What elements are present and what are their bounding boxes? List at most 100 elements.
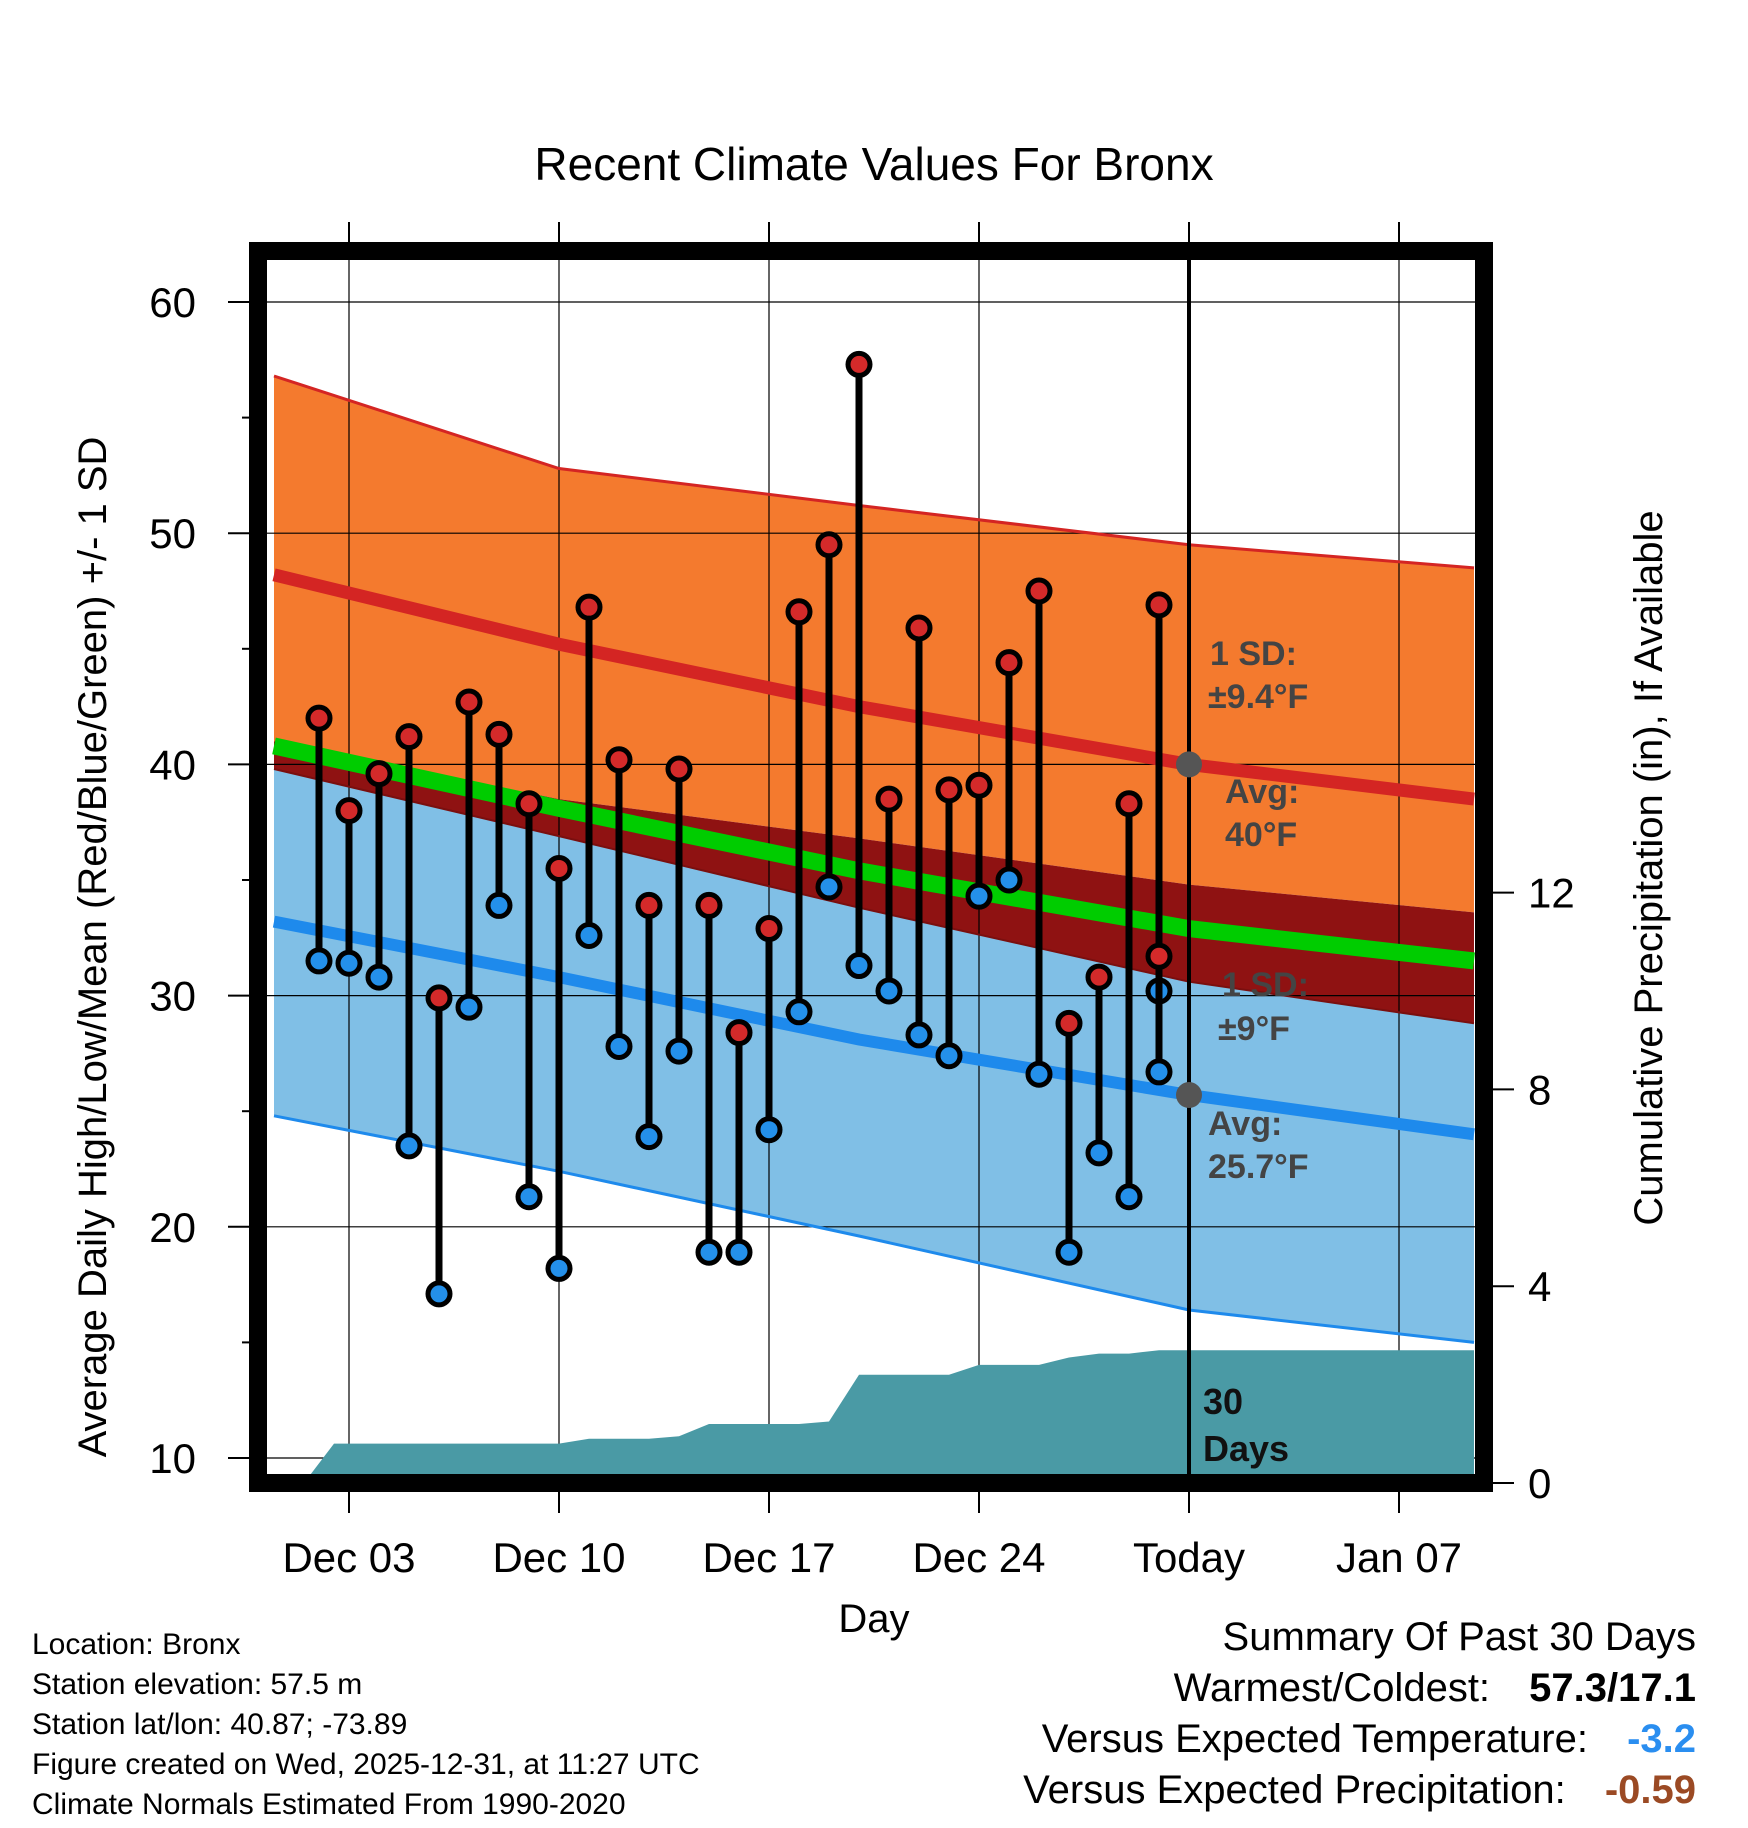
- plot-frame: [249, 242, 1493, 1492]
- obs-high-point: [905, 614, 933, 642]
- left-tick-label-1: 50: [149, 510, 196, 557]
- obs-day-extra: [1145, 942, 1173, 1086]
- obs-low-point: [755, 1116, 783, 1144]
- station-info: Location: Bronx Station elevation: 57.5 …: [32, 1625, 700, 1825]
- warm-cold-row: Warmest/Coldest: 57.3/17.1: [1023, 1663, 1696, 1714]
- obs-high-point: [605, 746, 633, 774]
- low-avg-line: [272, 915, 1475, 1141]
- obs-high-point: [635, 891, 663, 919]
- obs-day-6: [485, 720, 513, 919]
- obs-low-point: [305, 947, 333, 975]
- obs-high-point: [395, 723, 423, 751]
- location-text: Location: Bronx: [32, 1628, 241, 1661]
- obs-day-13: [695, 891, 723, 1266]
- obs-day-2: [365, 760, 393, 991]
- obs-high-point: [935, 776, 963, 804]
- x-tick-label-3: Dec 24: [912, 1534, 1045, 1581]
- obs-day-15: [755, 915, 783, 1144]
- obs-day-8: [545, 854, 573, 1282]
- obs-day-23: [995, 649, 1023, 894]
- x-tick-label-5: Jan 07: [1336, 1534, 1462, 1581]
- left-tick-label-5: 10: [149, 1435, 196, 1482]
- low-sd-band: [274, 769, 1474, 1343]
- obs-day-19: [875, 785, 903, 1005]
- obs-day-0: [305, 704, 333, 975]
- obs-low-point: [575, 921, 603, 949]
- days-count-label: 30: [1203, 1381, 1243, 1422]
- obs-high-point: [365, 760, 393, 788]
- y-axis-label-right: Cumulative Precipitation (in), If Availa…: [1627, 510, 1671, 1225]
- obs-low-point: [875, 977, 903, 1005]
- x-tick-label-2: Dec 17: [702, 1534, 835, 1581]
- obs-high-point: [875, 785, 903, 813]
- obs-low-point: [1085, 1139, 1113, 1167]
- obs-high-point: [1085, 963, 1113, 991]
- obs-day-27: [1115, 790, 1143, 1211]
- obs-high-point: [575, 593, 603, 621]
- precip-label: Versus Expected Precipitation:: [1023, 1768, 1566, 1812]
- high-sd-band: [274, 376, 1474, 913]
- elevation-text: Station elevation: 57.5 m: [32, 1668, 363, 1701]
- obs-day-3: [395, 723, 423, 1160]
- warm-cold-label: Warmest/Coldest:: [1173, 1666, 1491, 1710]
- obs-low-point: [1025, 1060, 1053, 1088]
- obs-day-28: [1145, 591, 1173, 1005]
- obs-low-point: [725, 1238, 753, 1266]
- obs-low-point: [635, 1123, 663, 1151]
- obs-day-18: [845, 350, 873, 980]
- obs-low-point: [695, 1238, 723, 1266]
- obs-high-point: [1055, 1009, 1083, 1037]
- created-text: Figure created on Wed, 2025-12-31, at 11…: [32, 1748, 700, 1781]
- obs-high-point: [305, 704, 333, 732]
- obs-high-point: [755, 915, 783, 943]
- obs-high-point: [665, 755, 693, 783]
- obs-day-1: [335, 797, 363, 977]
- latlon-text: Station lat/lon: 40.87; -73.89: [32, 1708, 408, 1741]
- obs-low-point: [845, 952, 873, 980]
- obs-high-point: [335, 797, 363, 825]
- precip-area: [304, 1350, 1474, 1483]
- obs-low-point: [425, 1280, 453, 1308]
- normals-text: Climate Normals Estimated From 1990-2020: [32, 1788, 626, 1821]
- left-tick-label-2: 40: [149, 741, 196, 788]
- obs-low-point: [605, 1032, 633, 1060]
- x-tick-label-1: Dec 10: [492, 1534, 625, 1581]
- observations: [305, 350, 1202, 1308]
- summary-heading: Summary Of Past 30 Days: [1222, 1615, 1696, 1659]
- temp-label: Versus Expected Temperature:: [1041, 1717, 1588, 1761]
- obs-low-point: [1055, 1238, 1083, 1266]
- obs-low-point: [785, 998, 813, 1026]
- low-sd-value: ±9°F: [1218, 1010, 1290, 1048]
- obs-high-point: [725, 1019, 753, 1047]
- normal-bands: [274, 376, 1474, 1343]
- precip-value: -0.59: [1604, 1768, 1696, 1812]
- obs-low-point: [335, 949, 363, 977]
- obs-day-12: [665, 755, 693, 1065]
- obs-day-24: [1025, 577, 1053, 1088]
- right-tick-label-3: 0: [1528, 1460, 1551, 1507]
- obs-high-point: [1145, 942, 1173, 970]
- obs-low-point: [905, 1021, 933, 1049]
- high-avg-label: Avg:: [1225, 773, 1299, 811]
- obs-day-14: [725, 1019, 753, 1266]
- obs-day-5: [455, 688, 483, 1021]
- obs-high-point: [1115, 790, 1143, 818]
- low-avg-label: Avg:: [1208, 1105, 1282, 1143]
- high-sd-label: 1 SD:: [1210, 635, 1297, 673]
- obs-low-point: [815, 873, 843, 901]
- obs-low-point: [365, 963, 393, 991]
- obs-high-point: [815, 531, 843, 559]
- low-lower-line: [273, 1114, 1475, 1344]
- obs-low-point: [455, 993, 483, 1021]
- today-high-avg-marker: [1176, 751, 1202, 778]
- obs-high-point: [965, 771, 993, 799]
- obs-high-point: [845, 350, 873, 378]
- obs-day-9: [575, 593, 603, 949]
- obs-day-11: [635, 891, 663, 1151]
- x-tick-label-4: Today: [1133, 1534, 1245, 1581]
- x-axis-label: Day: [838, 1597, 909, 1641]
- obs-day-20: [905, 614, 933, 1049]
- x-tick-label-0: Dec 03: [282, 1534, 415, 1581]
- today-low-avg-marker: [1176, 1082, 1202, 1109]
- low-sd-label: 1 SD:: [1222, 966, 1309, 1004]
